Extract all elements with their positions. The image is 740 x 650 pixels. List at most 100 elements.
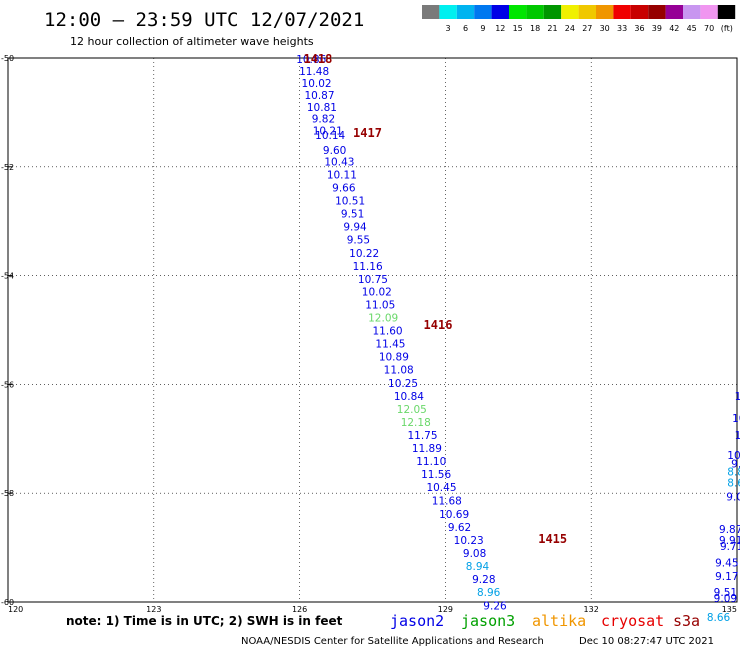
wave-height-label: 8.94: [466, 561, 490, 573]
plot-frame: [7, 57, 738, 603]
wave-height-label: 10.51: [335, 196, 365, 208]
y-axis-ticks: -50 -52 -54 -56 -58 -60: [1, 54, 14, 607]
color-scale-swatch: [665, 5, 683, 19]
wave-height-label: 9.08: [463, 548, 486, 560]
satellite-legend-cryosat: cryosat: [601, 612, 664, 630]
color-scale-swatch: [474, 5, 492, 19]
color-scale-label: 24: [565, 24, 575, 33]
color-scale-swatch: [561, 5, 579, 19]
pass-labels: 1418 1417 1416 1415: [303, 52, 567, 546]
wave-height-label: 10.14: [315, 130, 345, 142]
color-scale-swatch: [543, 5, 562, 19]
wave-height-label: 10.89: [379, 352, 409, 364]
color-scale-swatch: [700, 5, 718, 19]
note-text: note: 1) Time is in UTC; 2) SWH is in fe…: [66, 614, 343, 628]
color-scale-label: 70: [704, 24, 714, 33]
color-scale-label: 21: [547, 24, 557, 33]
x-tick-label: 129: [438, 605, 453, 614]
wave-height-label: 10.: [727, 450, 740, 462]
color-scale-swatch: [630, 5, 649, 19]
wave-height-label: 10.45: [426, 482, 456, 494]
wave-height-label: 9.71: [720, 541, 740, 553]
color-scale-legend: 3 6 9 12 15 18 21 24 27 30 33 36 39 42 45 70 (ft): [422, 5, 736, 33]
satellite-legend-jason2: jason2: [390, 612, 444, 630]
color-scale-label: 30: [600, 24, 610, 33]
wave-height-label: 12.05: [397, 404, 427, 416]
wave-height-label: 9.45: [715, 557, 738, 569]
color-scale-swatch: [456, 5, 475, 19]
wave-height-label: 10: [732, 413, 740, 425]
color-scale-label: 36: [634, 24, 644, 33]
y-tick-label: -52: [1, 163, 14, 172]
wave-height-label: 8.66: [707, 612, 731, 624]
color-scale-label: 12: [495, 24, 505, 33]
plot-area: 120 123 126 129 132 135 -50 -52 -54 -56 -58 -60 10…: [1, 52, 740, 624]
color-scale-swatch: [683, 5, 701, 19]
satellite-legend: jason2 jason3 altika cryosat s3a: [390, 612, 700, 630]
wave-height-label: 9.51: [341, 209, 364, 221]
pass-number-label: 1415: [538, 532, 567, 546]
color-scale-swatch: [491, 5, 509, 19]
color-scale-label: 42: [669, 24, 679, 33]
x-tick-label: 123: [146, 605, 161, 614]
wave-height-label: 9.94: [343, 222, 367, 234]
wave-height-label: 10.81: [307, 102, 337, 114]
color-scale-swatch: [439, 5, 457, 19]
wave-height-label: 10.02: [302, 78, 332, 90]
color-scale-label: 18: [530, 24, 540, 33]
wave-height-label: 10.75: [358, 274, 388, 286]
color-scale-swatch: [648, 5, 666, 19]
color-scale-label: 15: [513, 24, 523, 33]
color-scale-swatch: [596, 5, 614, 19]
wave-height-label: 9.55: [347, 235, 370, 247]
wave-height-label: 10.86: [296, 54, 326, 66]
color-scale-label: 9: [480, 24, 485, 33]
wave-height-label: 9.28: [472, 574, 495, 586]
x-tick-label: 132: [584, 605, 599, 614]
y-tick-label: -54: [1, 272, 14, 281]
wave-height-label: 10.02: [362, 286, 392, 298]
wave-height-label: 10.11: [327, 169, 357, 181]
color-scale-label: 45: [687, 24, 697, 33]
x-tick-label: 126: [292, 605, 307, 614]
wave-height-label: 9.87: [719, 524, 740, 536]
x-tick-label: 120: [8, 605, 23, 614]
wave-height-label: 10.87: [304, 90, 334, 102]
wave-height-label: 11.75: [407, 430, 437, 442]
color-scale-label: 33: [617, 24, 627, 33]
wave-height-label: 11.45: [375, 339, 405, 351]
wave-height-label: 9.4: [731, 458, 740, 470]
wave-height-label: 11.89: [412, 443, 442, 455]
wave-height-label: 9.51: [714, 587, 737, 599]
grid-lines: [8, 58, 737, 602]
wave-height-label: 8.96: [477, 587, 501, 599]
wave-height-label: 8.6: [727, 477, 740, 489]
x-axis-ticks: 120 123 126 129 132 135: [8, 605, 737, 614]
wave-height-label: 11.10: [416, 456, 446, 468]
color-scale-swatch: [526, 5, 544, 19]
color-scale-swatch: [422, 5, 440, 19]
wave-height-label: 11.08: [384, 365, 414, 377]
pass-number-label: 1417: [353, 126, 382, 140]
wave-height-label: 10.25: [388, 378, 418, 390]
wave-height-label: 9.0: [726, 491, 740, 503]
y-tick-label: -60: [1, 598, 14, 607]
satellite-legend-jason3: jason3: [461, 612, 515, 630]
wave-height-label: 10.84: [394, 391, 424, 403]
color-scale-label: 27: [582, 24, 592, 33]
wave-height-label: 12.09: [368, 312, 398, 324]
wave-height-label: 9.62: [448, 522, 471, 534]
color-scale-swatch: [578, 5, 596, 19]
wave-height-label: 11.56: [421, 469, 451, 481]
color-scale-swatch: [717, 5, 736, 19]
satellite-legend-altika: altika: [532, 612, 586, 630]
wave-height-label: 11.68: [432, 495, 462, 507]
pass-number-label: 1416: [424, 318, 453, 332]
wave-height-label: 9.17: [715, 571, 738, 583]
wave-height-label: 9.09: [714, 593, 737, 605]
wave-height-label: 10.69: [439, 509, 469, 521]
wave-height-label: 1: [735, 430, 740, 442]
credit-text: NOAA/NESDIS Center for Satellite Applica…: [241, 636, 544, 647]
wave-height-label: 9.26: [483, 600, 507, 612]
